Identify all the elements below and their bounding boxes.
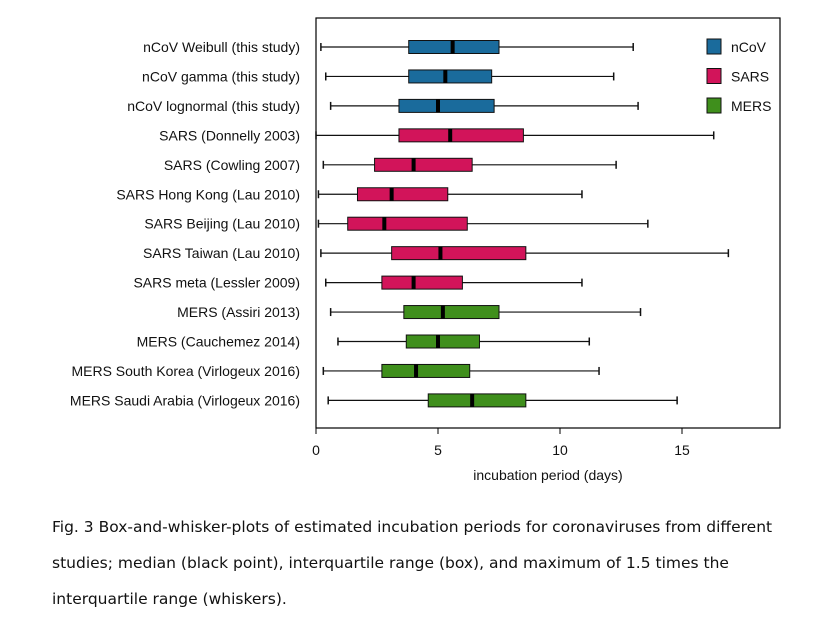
median-marker [389, 187, 394, 201]
iqr-box [398, 128, 524, 143]
iqr-box [356, 187, 449, 202]
median-marker [443, 69, 448, 83]
row-label: nCoV lognormal (this study) [127, 98, 300, 114]
median-marker [450, 40, 455, 54]
legend-label: MERS [731, 98, 771, 114]
iqr-box [381, 275, 463, 290]
iqr-box [381, 363, 471, 378]
row-label: SARS Hong Kong (Lau 2010) [116, 186, 300, 202]
plot-area: 0 5 10 15 nCoV Weibull (this study) nCoV gamm… [70, 17, 781, 458]
row-label: MERS (Assiri 2013) [177, 304, 300, 320]
iqr-box [374, 157, 473, 172]
row-label: nCoV Weibull (this study) [143, 39, 300, 55]
legend-label: nCoV [731, 39, 767, 55]
row-label: nCoV gamma (this study) [142, 68, 300, 84]
iqr-box [347, 216, 468, 231]
x-axis-label: incubation period (days) [473, 467, 622, 483]
row-label: SARS meta (Lessler 2009) [133, 275, 300, 291]
x-tick-label: 15 [674, 442, 690, 458]
row-label: MERS (Cauchemez 2014) [137, 334, 300, 350]
iqr-box [408, 69, 493, 84]
iqr-box [398, 98, 495, 113]
legend-label: SARS [731, 69, 769, 85]
legend-swatch [706, 38, 722, 55]
iqr-box [405, 334, 480, 349]
iqr-box [391, 246, 527, 261]
plot-frame [315, 17, 781, 429]
row-label: MERS Saudi Arabia (Virlogeux 2016) [70, 392, 300, 408]
row-label: SARS Beijing (Lau 2010) [144, 216, 300, 232]
x-tick-label: 5 [434, 442, 442, 458]
figure-caption: Fig. 3 Box-and-whisker-plots of estimate… [52, 518, 773, 608]
median-marker [438, 246, 443, 260]
row-label: SARS (Donnelly 2003) [159, 127, 300, 143]
median-marker [440, 305, 445, 319]
median-marker [436, 335, 440, 348]
iqr-box [427, 393, 527, 408]
median-marker [382, 217, 387, 231]
median-marker [436, 99, 440, 113]
boxplot-chart: 0 5 10 15 nCoV Weibull (this study) nCoV gamm… [70, 17, 781, 483]
row-label: SARS (Cowling 2007) [164, 157, 300, 173]
median-marker [411, 276, 416, 290]
iqr-box [403, 305, 500, 320]
row-label: MERS South Korea (Virlogeux 2016) [71, 363, 300, 379]
x-tick-label: 0 [312, 442, 320, 458]
median-marker [448, 128, 453, 142]
legend-swatch [706, 68, 722, 84]
median-marker [411, 158, 416, 172]
row-label: SARS Taiwan (Lau 2010) [143, 245, 300, 261]
median-marker [470, 393, 475, 407]
legend-swatch [706, 97, 722, 114]
median-marker [414, 364, 419, 378]
x-tick-label: 10 [552, 442, 568, 458]
